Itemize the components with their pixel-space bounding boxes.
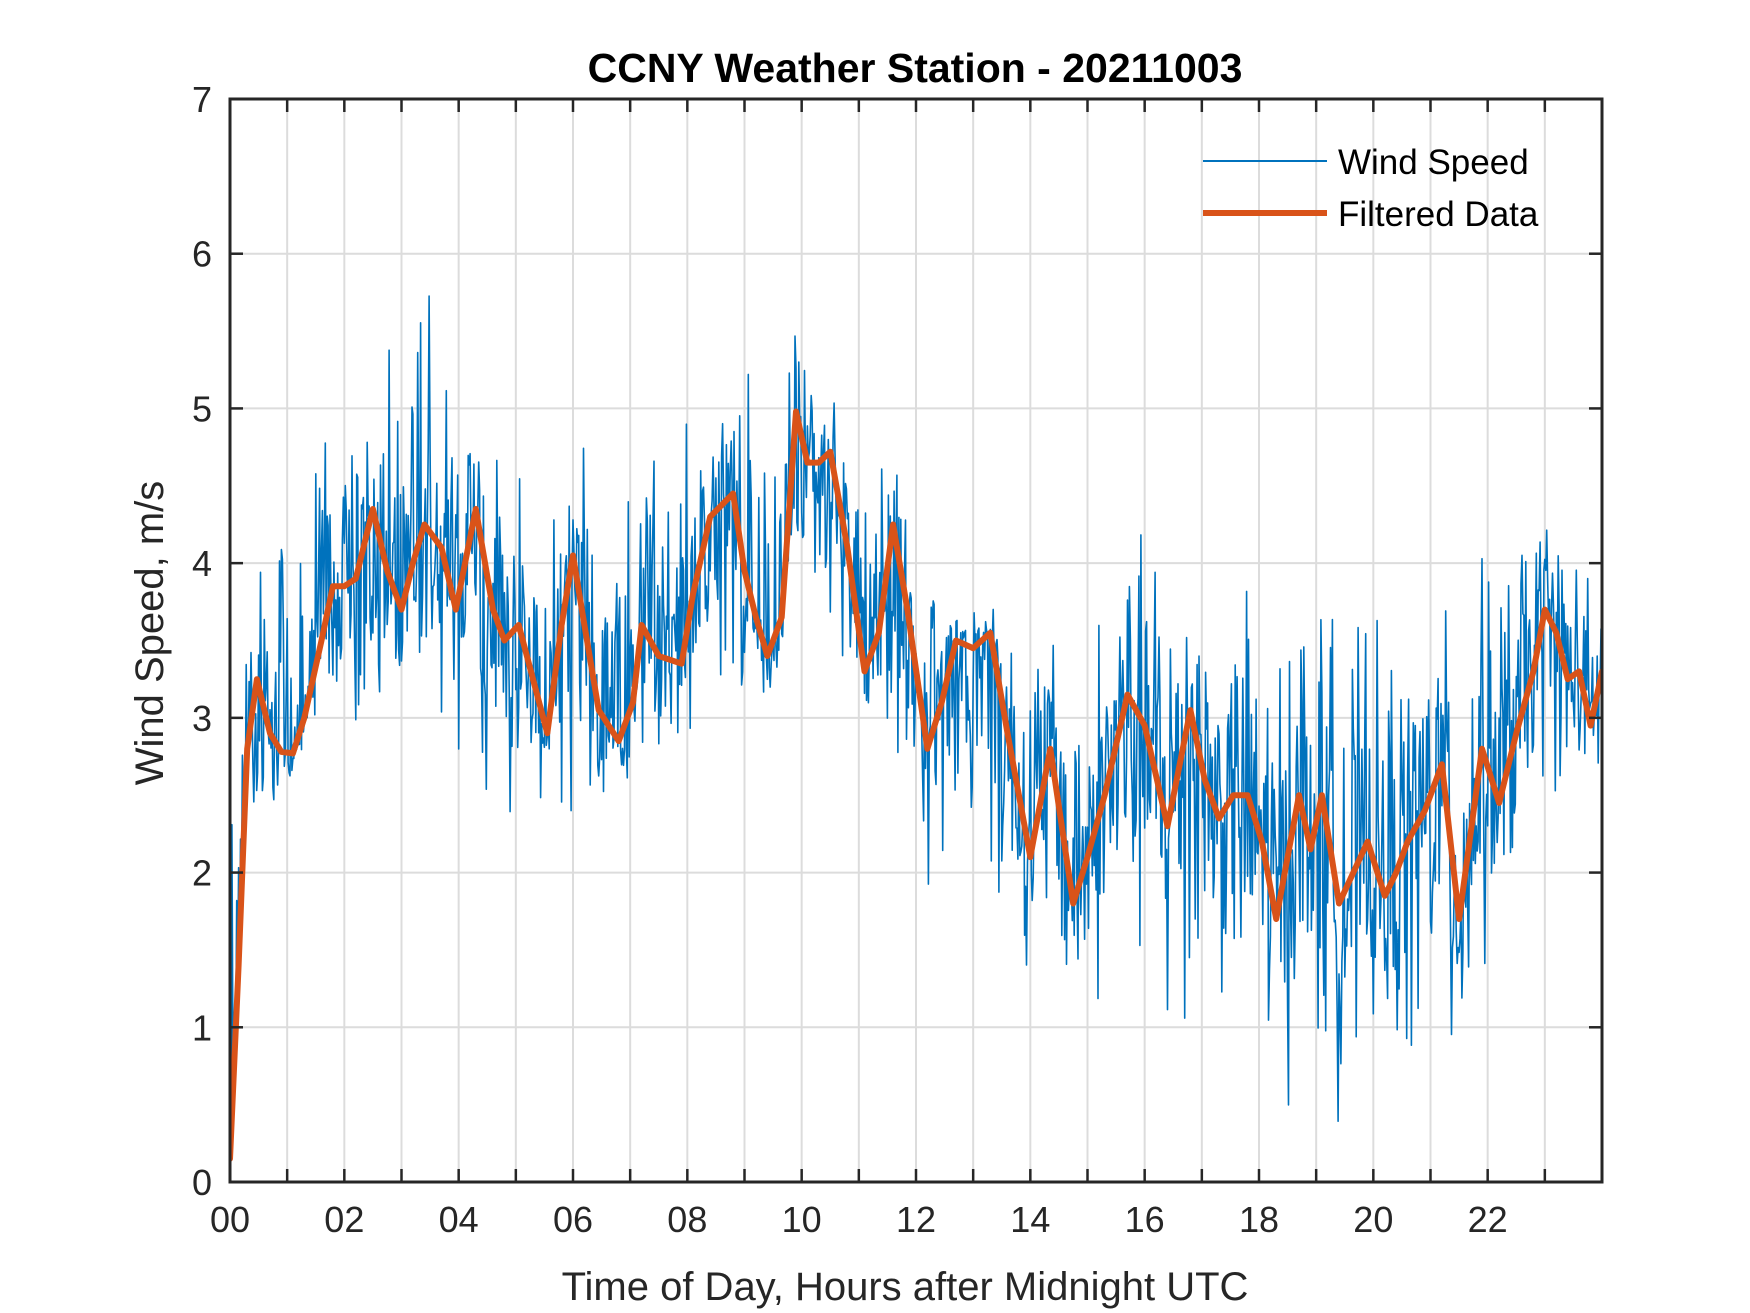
- legend: Wind Speed Filtered Data: [1203, 143, 1539, 234]
- y-tick-labels: 0 1 2 3 4 5 6 7: [192, 79, 212, 1203]
- y-tick-label: 6: [192, 234, 212, 275]
- x-tick-label: 10: [782, 1199, 822, 1240]
- x-tick-label: 00: [210, 1199, 250, 1240]
- x-axis-label: Time of Day, Hours after Midnight UTC: [562, 1265, 1249, 1309]
- series-filtered-data-line: [230, 408, 1602, 1162]
- y-tick-label: 0: [192, 1162, 212, 1203]
- x-tick-labels: 00 02 04 06 08 10 12 14 16 18 20 22: [210, 1199, 1508, 1240]
- x-tick-label: 14: [1010, 1199, 1050, 1240]
- x-tick-label: 12: [896, 1199, 936, 1240]
- x-tick-label: 06: [553, 1199, 593, 1240]
- y-tick-label: 1: [192, 1007, 212, 1048]
- axes-box: [228, 97, 1604, 1184]
- y-tick-label: 3: [192, 698, 212, 739]
- x-tick-label: 02: [324, 1199, 364, 1240]
- y-tick-label: 5: [192, 388, 212, 429]
- x-tick-label: 18: [1239, 1199, 1279, 1240]
- legend-label-wind-speed: Wind Speed: [1338, 143, 1529, 182]
- chart-title: CCNY Weather Station - 20211003: [588, 45, 1243, 91]
- x-tick-label: 08: [667, 1199, 707, 1240]
- x-tick-label: 22: [1468, 1199, 1508, 1240]
- x-tick-label: 20: [1353, 1199, 1393, 1240]
- y-tick-label: 7: [192, 79, 212, 120]
- y-axis-label: Wind Speed, m/s: [128, 481, 172, 786]
- y-tick-label: 4: [192, 543, 212, 584]
- x-tick-label: 04: [439, 1199, 479, 1240]
- legend-label-filtered-data: Filtered Data: [1338, 195, 1539, 234]
- x-tick-label: 16: [1125, 1199, 1165, 1240]
- y-tick-label: 2: [192, 853, 212, 894]
